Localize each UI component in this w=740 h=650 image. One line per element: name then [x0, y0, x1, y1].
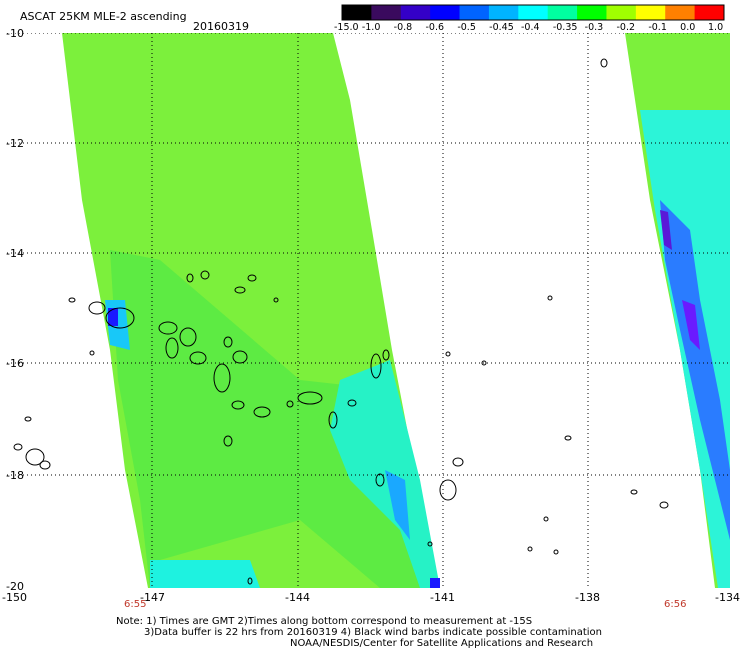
colorbar-tick-label: -0.6: [425, 22, 445, 33]
left-swath-cyan-edge: [330, 360, 440, 588]
right-swath-purple-2: [660, 210, 672, 250]
colorbar-tick-label: -1.0: [361, 22, 381, 33]
colorbar-tick-label: -0.8: [393, 22, 413, 33]
grid-lines: [7, 33, 730, 588]
colorbar-segment: [459, 5, 490, 20]
left-swath-blue-edge: [385, 470, 410, 540]
colorbar-segment: [430, 5, 461, 20]
colorbar-segment: [606, 5, 637, 20]
left-swath-cyan-bottom: [150, 560, 260, 588]
blue-pixel-south: [430, 578, 440, 588]
colorbar-segment: [547, 5, 578, 20]
left-swath-shade: [110, 250, 430, 588]
note-line-3: NOAA/NESDIS/Center for Satellite Applica…: [290, 638, 594, 649]
colorbar-segment: [665, 5, 696, 20]
plot-area: [7, 33, 730, 588]
colorbar-tick-label: 0.0: [680, 22, 696, 33]
colorbar-tick-label: 1.0: [708, 22, 724, 33]
colorbar-segment: [400, 5, 431, 20]
pass-time-left: 6:55: [124, 599, 147, 610]
lon-label-134: -134: [715, 591, 740, 604]
colorbar-segment: [694, 5, 725, 20]
colorbar-segment: [371, 5, 402, 20]
blue-pixel-west: [108, 308, 118, 326]
colorbar-tick-label: -0.45: [489, 22, 514, 33]
colorbar-tick-label: -0.1: [648, 22, 667, 33]
colorbar-tick-label: -15.0: [334, 22, 359, 33]
lon-label-147: -147: [140, 591, 165, 604]
colorbar-tick-label: -0.35: [552, 22, 578, 33]
colorbar-tick-label: -0.5: [457, 22, 476, 33]
map-title: ASCAT 25KM MLE-2 ascending: [20, 10, 187, 23]
lat-label-14: -14: [6, 247, 24, 260]
colorbar: [341, 4, 725, 21]
colorbar-segment: [488, 5, 519, 20]
right-swath-blue: [660, 200, 730, 540]
colorbar-segment: [635, 5, 666, 20]
map-date: 20160319: [193, 20, 249, 33]
colorbar-tick-label: -0.3: [584, 22, 604, 33]
colorbar-segment: [577, 5, 607, 20]
colorbar-tick-label: -0.4: [521, 22, 540, 33]
lon-label-150: -150: [2, 591, 27, 604]
note-line-2: 3)Data buffer is 22 hrs from 20160319 4)…: [144, 627, 602, 638]
lat-label-20: -20: [6, 580, 24, 593]
colorbar-border: [341, 4, 725, 21]
colorbar-segment: [518, 5, 549, 20]
coastlines: [13, 58, 669, 585]
lat-label-12: -12: [6, 137, 24, 150]
lat-label-10: -10: [6, 27, 24, 40]
pass-time-right: 6:56: [664, 599, 687, 610]
note-line-1: Note: 1) Times are GMT 2)Times along bot…: [116, 616, 533, 627]
lat-label-18: -18: [6, 469, 24, 482]
right-swath-purple: [682, 300, 700, 350]
lon-label-138: -138: [575, 591, 600, 604]
colorbar-tick-label: -0.2: [616, 22, 636, 33]
lon-label-144: -144: [285, 591, 310, 604]
colorbar-segment: [342, 5, 372, 20]
lon-label-141: -141: [430, 591, 455, 604]
lat-label-16: -16: [6, 357, 24, 370]
